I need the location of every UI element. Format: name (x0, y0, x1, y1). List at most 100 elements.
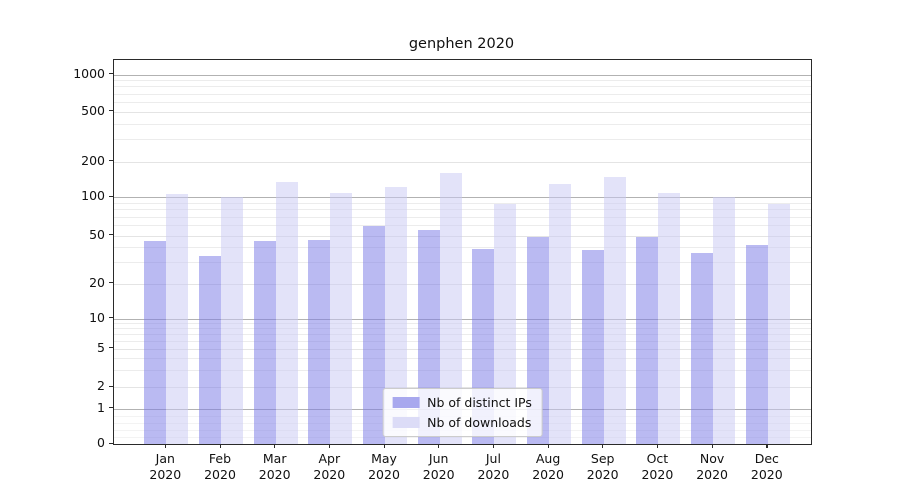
gridline-2 (114, 387, 811, 388)
x-tick-label-jul-2020: Jul 2020 (477, 451, 510, 482)
y-tick-mark-0 (109, 442, 113, 444)
bar-downloads-apr-2020 (330, 193, 353, 444)
y-tick-mark-1 (109, 407, 113, 409)
x-tick-mark-5 (383, 444, 385, 448)
y-tick-label-1: 1 (97, 399, 105, 415)
x-tick-label-jan-2020: Jan 2020 (149, 451, 182, 482)
y-tick-mark-200 (109, 160, 113, 162)
y-tick-mark-20 (109, 282, 113, 284)
gridline-9 (114, 323, 811, 325)
gridline-900 (114, 80, 811, 82)
legend-label-distinct-ips: Nb of distinct IPs (427, 395, 532, 410)
legend-swatch-downloads (392, 417, 420, 428)
y-tick-label-5: 5 (97, 339, 105, 355)
bar-downloads-mar-2020 (275, 182, 298, 444)
y-tick-mark-50 (109, 234, 113, 236)
gridline-300 (114, 139, 811, 141)
y-tick-label-2: 2 (97, 378, 105, 393)
bar-downloads-jul-2020 (494, 203, 517, 444)
x-tick-label-sep-2020: Sep 2020 (586, 451, 619, 482)
bar-downloads-dec-2020 (767, 203, 790, 444)
gridline-50 (114, 235, 811, 237)
x-tick-mark-4 (328, 444, 331, 448)
gridline-80 (114, 209, 811, 211)
y-tick-mark-1000 (109, 73, 113, 75)
x-tick-label-aug-2020: Aug 2020 (532, 451, 564, 482)
x-tick-label-may-2020: May 2020 (368, 451, 400, 482)
gridline-30 (114, 262, 811, 264)
gridline-90 (114, 202, 811, 204)
y-tick-mark-2 (109, 385, 113, 387)
x-tick-label-oct-2020: Oct 2020 (641, 451, 674, 482)
x-tick-mark-8 (547, 444, 549, 448)
y-tick-label-20: 20 (89, 274, 105, 290)
gridline-100 (114, 197, 811, 198)
gridline-4 (114, 357, 811, 359)
x-tick-label-mar-2020: Mar 2020 (258, 451, 291, 482)
y-tick-mark-100 (109, 195, 113, 197)
gridline-0.2 (114, 436, 811, 438)
gridline-800 (114, 86, 811, 88)
x-tick-mark-7 (492, 444, 495, 448)
x-tick-mark-9 (602, 444, 604, 448)
bar-downloads-nov-2020 (713, 197, 736, 444)
y-tick-label-50: 50 (89, 226, 105, 242)
bar-ips-nov-2020 (691, 252, 714, 444)
legend-item-downloads: Nb of downloads (392, 415, 532, 430)
bar-ips-dec-2020 (745, 244, 768, 444)
x-tick-mark-1 (164, 444, 167, 448)
bar-ips-jan-2020 (144, 241, 167, 444)
x-tick-label-nov-2020: Nov 2020 (696, 451, 728, 482)
gridline-8 (114, 328, 811, 330)
x-tick-mark-10 (656, 444, 659, 448)
legend-swatch-distinct-ips (392, 397, 420, 408)
x-tick-mark-12 (766, 444, 768, 448)
gridline-600 (114, 101, 811, 103)
gridline-7 (114, 333, 811, 335)
gridline-200 (114, 161, 811, 163)
y-tick-label-1000: 1000 (73, 65, 105, 81)
bar-downloads-oct-2020 (658, 193, 681, 444)
bar-downloads-may-2020 (385, 187, 407, 444)
bar-ips-mar-2020 (253, 241, 276, 444)
x-tick-label-dec-2020: Dec 2020 (750, 451, 783, 482)
plot-area: Nb of distinct IPs Nb of downloads (113, 59, 812, 445)
gridline-500 (114, 111, 811, 113)
gridline-1000 (114, 74, 811, 76)
y-tick-label-0: 0 (97, 435, 105, 450)
gridline-10 (114, 318, 811, 320)
gridline-6 (114, 340, 811, 342)
gridline-700 (114, 93, 811, 95)
bar-ips-apr-2020 (308, 239, 331, 444)
x-tick-mark-3 (274, 444, 276, 448)
gridline-5 (114, 348, 811, 350)
gridline-40 (114, 247, 811, 249)
bar-downloads-sep-2020 (603, 176, 626, 444)
y-tick-label-100: 100 (81, 188, 105, 203)
legend-label-downloads: Nb of downloads (427, 415, 532, 430)
x-tick-label-apr-2020: Apr 2020 (313, 451, 346, 482)
y-tick-mark-10 (109, 317, 113, 319)
y-tick-label-200: 200 (81, 152, 105, 168)
x-tick-label-jun-2020: Jun 2020 (422, 451, 455, 482)
legend-item-distinct-ips: Nb of distinct IPs (392, 395, 532, 410)
gridline-60 (114, 225, 811, 227)
x-tick-mark-2 (219, 444, 221, 448)
x-tick-mark-6 (438, 444, 440, 448)
chart-title: genphen 2020 (408, 36, 515, 52)
bar-downloads-jan-2020 (166, 194, 189, 444)
gridline-3 (114, 370, 811, 371)
y-tick-mark-500 (109, 110, 113, 112)
gridline-400 (114, 123, 811, 125)
bar-ips-sep-2020 (581, 249, 604, 444)
bar-downloads-aug-2020 (549, 184, 572, 444)
y-tick-mark-5 (109, 347, 113, 349)
legend: Nb of distinct IPs Nb of downloads (382, 388, 543, 437)
bar-downloads-feb-2020 (221, 197, 243, 444)
bar-ips-oct-2020 (636, 236, 659, 444)
x-tick-label-feb-2020: Feb 2020 (204, 451, 236, 482)
y-tick-label-10: 10 (89, 309, 105, 325)
gridline-20 (114, 283, 811, 285)
y-tick-label-500: 500 (81, 102, 105, 118)
